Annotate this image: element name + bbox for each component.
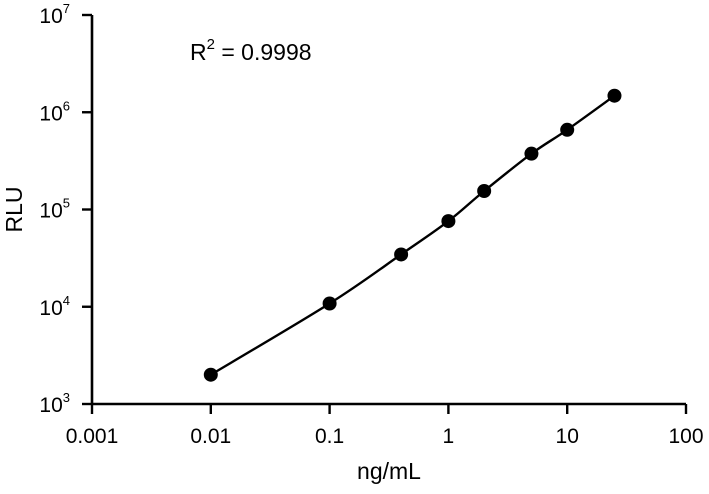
x-tick-label: 100 [668, 425, 703, 448]
data-point [560, 122, 575, 137]
x-tick-label: 0.01 [190, 425, 231, 448]
x-tick-label: 0.001 [66, 425, 119, 448]
y-tick-exponent: 5 [63, 196, 70, 211]
y-tick-label: 105 [39, 196, 70, 223]
y-tick-base: 10 [39, 200, 62, 223]
data-points-layer [203, 88, 622, 382]
data-point [441, 214, 456, 229]
y-tick-base: 10 [39, 5, 62, 28]
y-tick-exponent: 4 [63, 293, 70, 308]
r-squared-superscript: 2 [207, 36, 215, 53]
data-point [477, 183, 492, 198]
y-tick-exponent: 7 [63, 1, 70, 16]
r-squared-value: = 0.9998 [215, 39, 312, 65]
y-tick-base: 10 [39, 102, 62, 125]
y-tick-label: 106 [39, 98, 70, 125]
fit-curve-layer [210, 94, 616, 376]
y-tick-exponent: 6 [63, 98, 70, 113]
y-tick-label: 104 [39, 293, 70, 320]
y-tick-exponent: 3 [63, 390, 70, 405]
x-axis-title: ng/mL [357, 458, 421, 484]
axes-layer [82, 13, 688, 414]
r-squared-prefix: R [190, 39, 207, 65]
data-point [203, 367, 218, 382]
x-tick-label: 10 [556, 425, 579, 448]
y-axis-title: RLU [1, 186, 27, 232]
labels-layer: R2 = 0.9998 ng/mL RLU 0.001 0.01 0.1 1 10 100… [1, 1, 704, 484]
fit-curve [210, 94, 616, 376]
data-point [607, 88, 622, 103]
y-tick-label: 107 [39, 1, 70, 28]
data-point [394, 247, 409, 262]
data-point [524, 146, 539, 161]
r-squared-annotation: R2 = 0.9998 [190, 36, 312, 65]
data-point [322, 296, 337, 311]
y-tick-base: 10 [39, 297, 62, 320]
x-tick-label: 0.1 [315, 425, 344, 448]
x-tick-label: 1 [443, 425, 455, 448]
y-tick-base: 10 [39, 394, 62, 417]
y-tick-label: 103 [39, 390, 70, 417]
